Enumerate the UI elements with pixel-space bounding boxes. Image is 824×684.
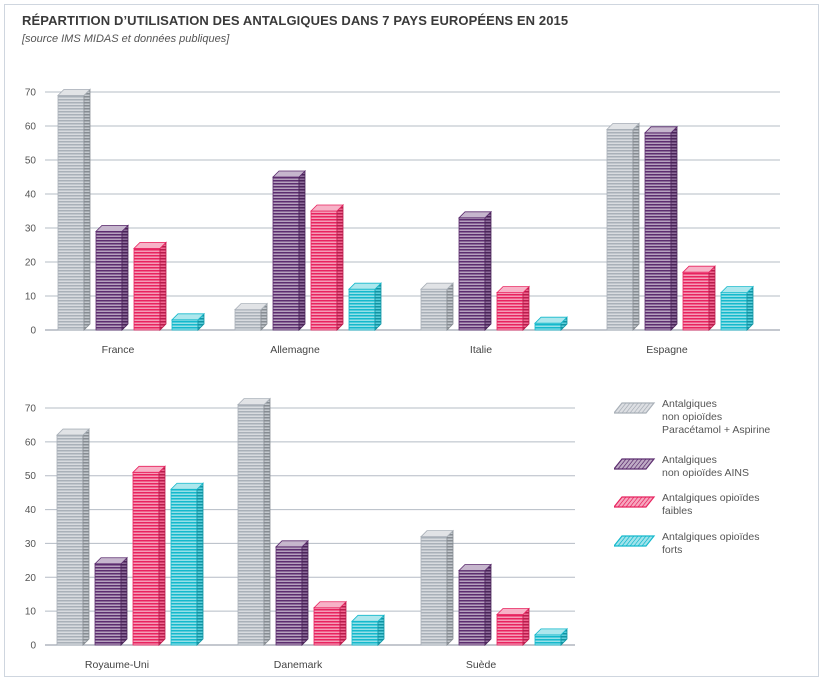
bar-allemagne-s2: [272, 170, 306, 331]
bar-danemark-s4: [351, 614, 385, 646]
y-tick-label: 0: [30, 641, 36, 652]
bar-italie-s1: [420, 282, 454, 331]
bar-italie-s3: [496, 285, 530, 331]
bar-italie-s2: [458, 210, 492, 331]
y-tick-label: 70: [25, 88, 37, 99]
bar-france-s3: [133, 241, 167, 331]
y-tick-label: 30: [25, 224, 37, 235]
y-tick-label: 40: [25, 505, 37, 516]
y-tick-label: 40: [25, 190, 37, 201]
bar-sude-s4: [534, 627, 568, 646]
legend-label: Antalgiques non opioïdes AINS: [662, 454, 812, 480]
chart-subtitle: [source IMS MIDAS et données publiques]: [22, 33, 230, 45]
y-tick-label: 50: [25, 471, 37, 482]
y-tick-label: 30: [25, 539, 37, 550]
y-tick-label: 20: [25, 258, 37, 269]
y-tick-label: 50: [25, 156, 37, 167]
bar-italie-s4: [534, 316, 568, 331]
y-tick-label: 60: [25, 437, 37, 448]
chart-panel-1: 0 10 20 30 40 50 60 70 France Allemagne Italie Espa…: [25, 88, 780, 356]
category-label: France: [102, 344, 135, 356]
chart-panel-2: 0 10 20 30 40 50 60 70 Royaume-Uni Danemark Suède: [25, 397, 575, 671]
bar-danemark-s3: [313, 600, 347, 646]
category-label: Italie: [470, 344, 492, 356]
y-tick-label: 70: [25, 404, 37, 415]
bar-royaumeuni-s2: [94, 556, 128, 646]
legend-label-line: non opioïdes: [662, 411, 723, 423]
bar-france-s2: [95, 224, 129, 331]
bar-allemagne-s4: [348, 282, 382, 331]
bar-royaumeuni-s3: [132, 465, 166, 646]
legend-label-line: Paracétamol + Aspirine: [662, 424, 771, 436]
category-label: Espagne: [646, 344, 688, 356]
bar-sude-s3: [496, 607, 530, 646]
y-tick-label: 0: [30, 326, 36, 337]
category-label: Royaume-Uni: [85, 659, 149, 671]
bar-espagne-s4: [720, 285, 754, 331]
bar-espagne-s1: [606, 122, 640, 331]
legend-swatch: [614, 402, 656, 414]
legend-swatch: [614, 535, 656, 547]
legend-label-line: Antalgiques opioïdes: [662, 531, 760, 543]
legend-label-line: non opioïdes AINS: [662, 467, 749, 479]
bar-danemark-s2: [275, 539, 309, 646]
bar-france-s4: [171, 312, 205, 331]
y-tick-label: 60: [25, 122, 37, 133]
bar-france-s1: [57, 88, 91, 331]
legend-swatch: [614, 458, 656, 470]
legend-label-line: Antalgiques opioïdes: [662, 492, 760, 504]
y-tick-label: 10: [25, 292, 37, 303]
legend-label-line: faibles: [662, 505, 693, 517]
legend-swatch: [614, 496, 656, 508]
legend-label-line: Antalgiques: [662, 398, 717, 410]
y-tick-label: 10: [25, 607, 37, 618]
bar-sude-s1: [420, 529, 454, 646]
bar-espagne-s3: [682, 265, 716, 331]
category-label: Allemagne: [270, 344, 320, 356]
bar-sude-s2: [458, 563, 492, 646]
bar-danemark-s1: [237, 397, 271, 646]
legend-label: Antalgiques opioïdes faibles: [662, 492, 812, 518]
y-tick-label: 20: [25, 573, 37, 584]
chart-title: RÉPARTITION D’UTILISATION DES ANTALGIQUE…: [22, 13, 569, 28]
bar-allemagne-s3: [310, 204, 344, 331]
category-label: Suède: [466, 659, 497, 671]
bar-espagne-s2: [644, 125, 678, 331]
legend-label: Antalgiques opioïdes forts: [662, 531, 812, 557]
bar-allemagne-s1: [234, 302, 268, 331]
bar-royaumeuni-s4: [170, 482, 204, 646]
legend-label: Antalgiques non opioïdes Paracétamol + Asp…: [662, 398, 812, 437]
legend-label-line: forts: [662, 544, 683, 556]
category-label: Danemark: [274, 659, 323, 671]
legend-label-line: Antalgiques: [662, 454, 717, 466]
bar-royaumeuni-s1: [56, 428, 90, 646]
